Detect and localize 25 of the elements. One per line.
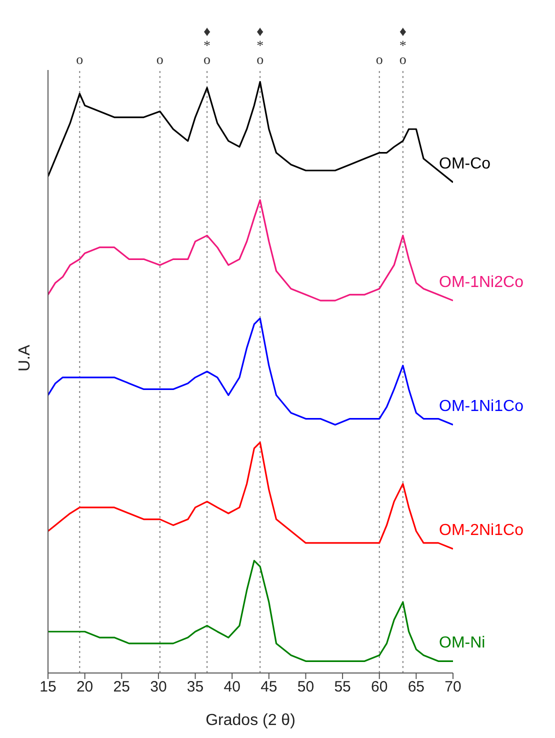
series-label: OM-Co: [439, 156, 491, 173]
ref-line-label: o: [76, 53, 84, 68]
series-label: OM-1Ni2Co: [439, 274, 524, 291]
x-axis-title: Grados (2 θ): [206, 712, 296, 729]
x-tick-label: 25: [113, 678, 130, 696]
x-tick-label: 65: [408, 678, 425, 696]
y-axis-title: U.A: [16, 344, 34, 372]
ref-line-label: o: [376, 53, 383, 68]
x-tick-label: 70: [444, 678, 462, 696]
series-label: OM-2Ni1Co: [439, 522, 524, 540]
x-tick-label: 55: [334, 678, 351, 696]
series-label: OM-1Ni1Co: [439, 398, 524, 415]
x-tick-label: 40: [224, 678, 240, 696]
ref-line-label: ♦ * o: [203, 25, 211, 68]
x-tick-label: 15: [40, 678, 56, 696]
ref-line-label: ♦ * o: [256, 25, 264, 68]
series-label: OM-Ni: [439, 634, 486, 652]
x-tick-label: 60: [371, 678, 388, 696]
ref-line-label: ♦ * o: [399, 25, 407, 68]
x-tick-label: 30: [150, 678, 167, 696]
x-tick-label: 20: [76, 678, 94, 696]
x-tick-label: 35: [186, 678, 204, 696]
x-tick-label: 50: [297, 678, 314, 696]
x-tick-label: 45: [260, 678, 278, 696]
ref-line-label: o: [156, 53, 164, 68]
